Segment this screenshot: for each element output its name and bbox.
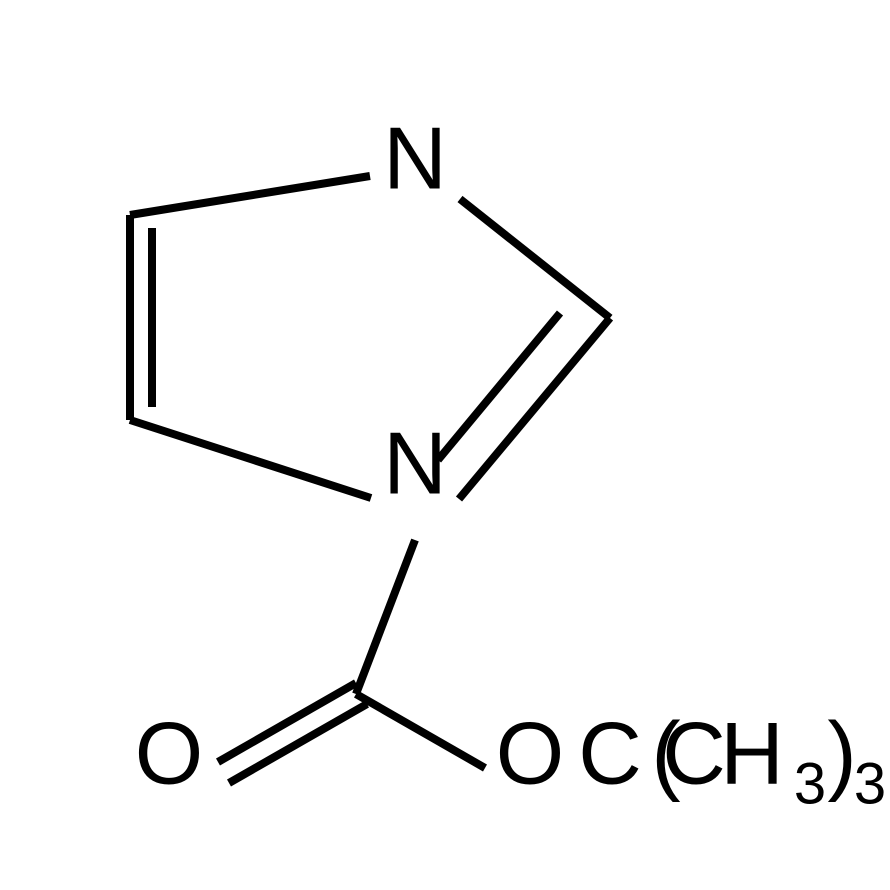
formula-sub3b: 3 [854, 751, 886, 816]
formula-C2: C [662, 703, 726, 802]
formula-C: C [578, 703, 642, 802]
bonds-layer [130, 176, 610, 783]
labels-layer: NNOOC(CH3)3 [135, 108, 886, 816]
chemical-structure: NNOOC(CH3)3 [0, 0, 890, 890]
ring-c2-n3 [460, 199, 610, 318]
ring-c5-n1 [130, 420, 371, 498]
formula-rpar: ) [827, 703, 856, 802]
formula-sub3a: 3 [794, 751, 826, 816]
ring-n3-c4 [130, 176, 370, 215]
atom-N_mid: N [383, 413, 447, 512]
formula-H: H [720, 703, 784, 802]
atom-N_top: N [383, 108, 447, 207]
atom-O_left: O [135, 703, 203, 802]
carbonyl-o-single [356, 694, 485, 768]
atom-O_right: O [496, 703, 564, 802]
n1-carbonyl [356, 540, 415, 694]
ring-n1-c2-inner [438, 313, 560, 460]
